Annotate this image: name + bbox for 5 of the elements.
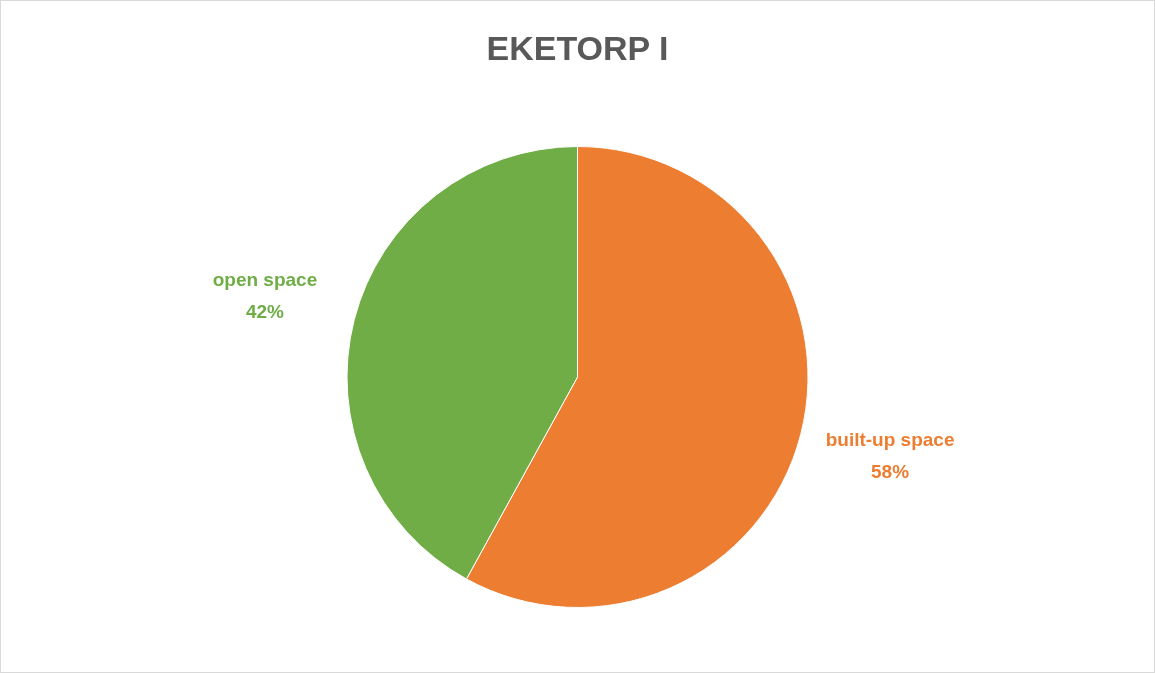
data-label: 58% xyxy=(871,461,910,483)
slice-label: built-up space xyxy=(825,429,955,451)
slice-label: open space xyxy=(212,268,318,290)
data-label: 42% xyxy=(245,300,285,322)
chart-title: EKETORP I xyxy=(486,29,669,68)
